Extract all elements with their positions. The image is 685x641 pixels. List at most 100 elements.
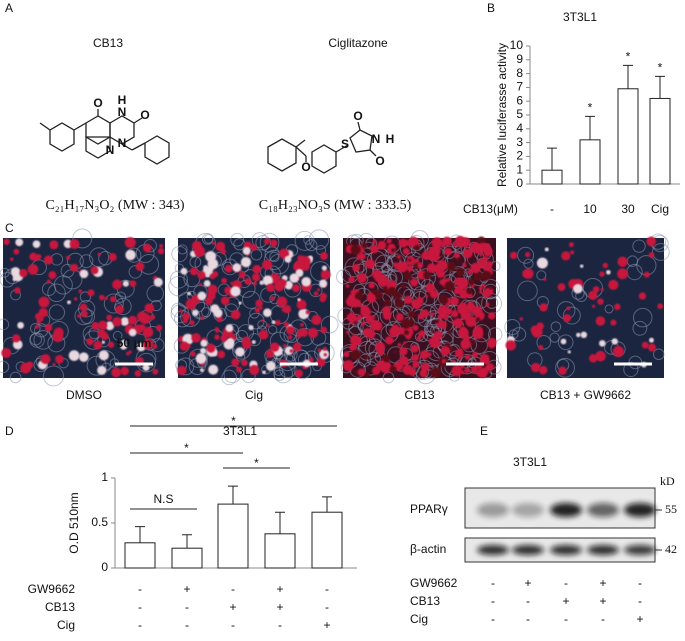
lipid-droplet: [301, 276, 311, 287]
micrograph-label: CB13 + GW9662: [540, 388, 631, 402]
lipid-droplet: [459, 308, 464, 314]
bar: [579, 139, 601, 185]
lipid-droplet: [230, 286, 241, 297]
lipid-droplet: [311, 314, 322, 325]
lipid-droplet: [351, 316, 357, 322]
lipid-droplet: [200, 368, 204, 373]
lipid-droplet: [297, 298, 301, 302]
lipid-droplet: [264, 238, 271, 245]
cell-outline: [221, 369, 237, 386]
lipid-droplet: [44, 323, 53, 332]
lipid-droplet: [400, 318, 411, 329]
lipid-droplet: [440, 244, 445, 249]
lipid-droplet: [320, 269, 331, 280]
blot-band: [550, 545, 582, 555]
cell-outline: [279, 360, 297, 379]
condition-sign: +: [636, 612, 643, 626]
lipid-droplet: [106, 314, 113, 321]
lipid-droplet: [442, 236, 452, 247]
lipid-droplet: [182, 312, 190, 321]
lipid-droplet: [12, 334, 21, 343]
lipid-droplet: [458, 280, 468, 290]
lipid-droplet: [321, 265, 327, 271]
condition-sign: +: [276, 600, 283, 614]
cell-outline: [562, 306, 581, 325]
lipid-droplet: [470, 262, 481, 274]
lipid-droplet: [368, 282, 375, 289]
lipid-droplet: [357, 368, 366, 377]
lipid-droplet: [281, 306, 287, 312]
lipid-droplet: [159, 244, 164, 248]
cell-outline: [0, 318, 10, 331]
bar: [217, 503, 249, 569]
lipid-droplet: [481, 283, 486, 288]
blot-title: 3T3L1: [513, 455, 547, 469]
lipid-droplet: [149, 314, 156, 320]
cell-outline: [112, 330, 123, 341]
lipid-droplet: [430, 367, 441, 378]
x-axis-label: CB13(μM): [463, 202, 518, 216]
lipid-droplet: [476, 364, 483, 370]
lipid-droplet: [97, 365, 107, 375]
lipid-droplet: [398, 238, 408, 248]
cell-outline: [72, 228, 93, 249]
cell-outline: [632, 320, 648, 336]
lipid-droplet: [356, 314, 363, 321]
cell-outline: [511, 327, 527, 342]
lipid-droplet: [112, 279, 123, 290]
lipid-droplet: [220, 334, 228, 342]
lipid-droplet: [214, 334, 220, 340]
cell-outline: [273, 369, 286, 381]
lipid-droplet: [200, 339, 208, 347]
lipid-droplet: [9, 257, 14, 262]
cell-outline: [485, 296, 499, 309]
lipid-droplet: [93, 340, 103, 350]
lipid-droplet: [536, 322, 544, 330]
lipid-droplet: [231, 358, 240, 367]
lipid-droplet: [423, 271, 431, 280]
lipid-droplet: [383, 355, 389, 361]
y-tick-label: 3: [516, 135, 523, 149]
error-bar: [228, 485, 238, 505]
lipid-droplet: [197, 271, 206, 280]
lipid-droplet: [224, 264, 233, 273]
bar: [311, 511, 343, 569]
cell-outline: [273, 366, 284, 376]
lipid-droplet: [144, 303, 155, 313]
lipid-droplet: [370, 319, 381, 330]
condition-sign: -: [138, 582, 142, 596]
micrograph-label: CB13: [404, 388, 434, 402]
atom-label: O: [140, 108, 149, 122]
blot-band: [477, 545, 509, 555]
lipid-droplet: [453, 252, 460, 259]
lipid-droplet: [142, 326, 154, 338]
lipid-droplet: [488, 312, 496, 320]
lipid-droplet: [657, 303, 664, 310]
cell-outline: [9, 371, 22, 384]
atom-label: N: [106, 143, 115, 157]
lipid-droplet: [473, 272, 483, 282]
condition-sign: -: [325, 600, 329, 614]
lipid-droplet: [191, 240, 202, 251]
lipid-droplet: [396, 261, 408, 273]
cell-outline: [632, 239, 646, 253]
condition-name: GW9662: [410, 576, 458, 590]
lipid-droplet: [19, 268, 28, 278]
error-bar: [623, 64, 633, 89]
lipid-droplet: [252, 264, 262, 274]
lipid-droplet: [206, 343, 216, 353]
lipid-droplet: [97, 329, 107, 338]
lipid-droplet: [98, 350, 109, 361]
significance-mark: *: [626, 49, 631, 63]
cell-outline: [224, 303, 239, 318]
lipid-droplet: [355, 291, 364, 300]
condition-sign: -: [138, 600, 142, 614]
lipid-droplet: [220, 249, 227, 255]
condition-sign: -: [325, 582, 329, 596]
cell-outline: [402, 305, 413, 316]
lipid-droplet: [478, 286, 483, 291]
lipid-droplet: [486, 363, 495, 371]
lipid-droplet: [560, 338, 567, 345]
lipid-droplet: [157, 247, 165, 255]
